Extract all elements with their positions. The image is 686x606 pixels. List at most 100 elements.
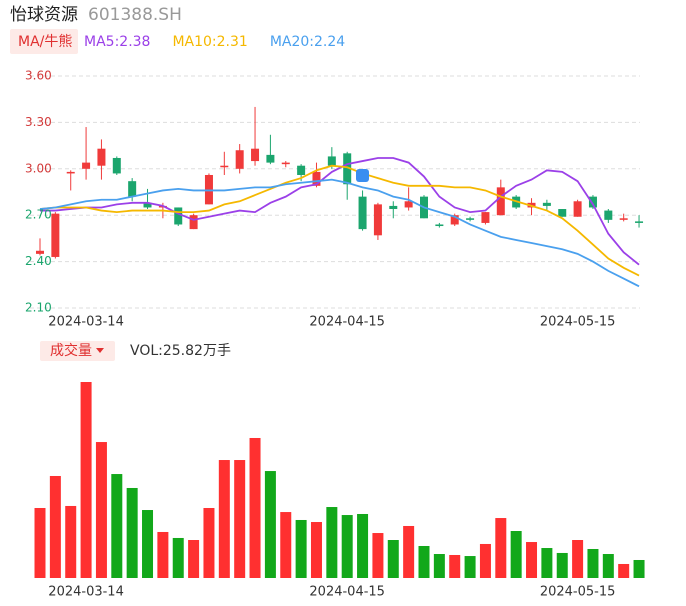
candle-body <box>97 148 106 166</box>
volume-bar <box>95 442 107 578</box>
candle-body <box>143 202 152 208</box>
volume-bar <box>326 507 338 578</box>
volume-bar <box>556 552 568 578</box>
volume-bar <box>541 548 553 578</box>
candle-body <box>588 196 597 208</box>
candle-body <box>573 201 582 217</box>
volume-bar <box>403 525 415 578</box>
y-tick-label: 2.40 <box>25 254 52 268</box>
x-tick-label: 2024-05-15 <box>540 315 616 330</box>
y-tick-label: 2.10 <box>25 301 52 315</box>
candle-body <box>481 212 490 223</box>
volume-bar <box>418 545 430 578</box>
legend-entry: MA10:2.31 <box>172 34 247 50</box>
candle-body <box>542 202 551 206</box>
candle-body <box>36 250 44 254</box>
x-tick-label: 2024-04-15 <box>309 585 385 600</box>
stock-name: 怡球资源 <box>10 5 78 25</box>
volume-bar <box>203 507 215 578</box>
volume-bar <box>449 554 461 578</box>
candle-body <box>604 210 613 220</box>
x-tick-label: 2024-05-15 <box>540 585 616 600</box>
x-tick-label: 2024-03-14 <box>48 585 124 600</box>
volume-bar <box>433 554 445 578</box>
volume-bar <box>249 437 261 578</box>
volume-bar <box>387 539 399 578</box>
volume-bar <box>479 543 491 578</box>
volume-bar <box>572 539 584 578</box>
volume-bar <box>357 513 369 578</box>
stock-code: 601388.SH <box>88 5 182 25</box>
volume-bar <box>34 507 46 578</box>
indicator-button-bg[interactable] <box>10 29 78 54</box>
candle-body <box>82 162 91 169</box>
legend-entry: MA20:2.24 <box>270 34 345 50</box>
volume-bar <box>633 559 645 578</box>
volume-bar <box>602 554 614 578</box>
candle-body <box>66 171 75 174</box>
indicator-button[interactable]: MA/牛熊 <box>18 34 72 50</box>
volume-bar <box>111 474 123 578</box>
volume-bar <box>49 475 61 578</box>
candle-body <box>281 162 290 165</box>
ma-line <box>39 178 640 288</box>
candle-body <box>466 218 475 220</box>
volume-bar <box>495 518 507 578</box>
candle-body <box>404 201 413 208</box>
ma-line <box>40 157 640 266</box>
candle-body <box>389 205 398 210</box>
volume-bar <box>234 460 246 578</box>
candle-body <box>358 196 367 230</box>
volume-bar <box>372 533 384 578</box>
volume-button-bg[interactable] <box>40 341 115 361</box>
volume-bar <box>172 537 184 578</box>
volume-bar <box>618 563 630 578</box>
candle-body <box>266 154 275 163</box>
volume-bar <box>65 505 77 578</box>
volume-bar <box>126 487 138 578</box>
legend-entry: MA5:2.38 <box>84 34 150 50</box>
volume-bar <box>218 460 230 578</box>
volume-button[interactable]: 成交量 <box>50 342 92 359</box>
candle-body <box>220 165 229 168</box>
candle-body <box>174 207 183 225</box>
volume-bar <box>80 382 92 578</box>
event-marker[interactable] <box>356 169 369 182</box>
candle-body <box>112 157 121 174</box>
candle-body <box>189 215 198 230</box>
candle-body <box>635 221 644 223</box>
candle-body <box>128 181 137 197</box>
volume-bar <box>310 522 322 578</box>
x-tick-label: 2024-04-15 <box>309 315 385 330</box>
volume-bar <box>188 539 200 578</box>
candle-body <box>51 213 60 257</box>
volume-bar <box>142 510 154 578</box>
candle-body <box>251 148 260 162</box>
y-tick-label: 3.00 <box>25 161 52 175</box>
volume-bar <box>526 542 538 578</box>
candle-body <box>297 165 306 175</box>
dropdown-arrow[interactable] <box>96 348 104 353</box>
y-tick-label: 2.70 <box>25 208 52 222</box>
volume-bar <box>295 519 307 578</box>
volume-bar <box>510 531 522 578</box>
volume-bar <box>341 515 353 578</box>
volume-bar <box>464 556 476 578</box>
candle-body <box>450 215 459 225</box>
candle-body <box>327 156 336 166</box>
volume-bar <box>280 512 292 578</box>
ma-line <box>39 164 640 277</box>
y-tick-label: 3.30 <box>25 115 52 129</box>
candle-body <box>373 204 382 236</box>
volume-bar <box>157 531 169 578</box>
candle-body <box>558 209 567 217</box>
y-tick-label: 3.60 <box>25 69 52 83</box>
candle-body <box>496 187 505 216</box>
candle-body <box>343 153 352 185</box>
volume-bar <box>587 548 599 578</box>
volume-label: VOL:25.82万手 <box>130 343 231 359</box>
candle-body <box>312 171 321 186</box>
candle-body <box>235 150 244 169</box>
candle-body <box>435 224 444 227</box>
